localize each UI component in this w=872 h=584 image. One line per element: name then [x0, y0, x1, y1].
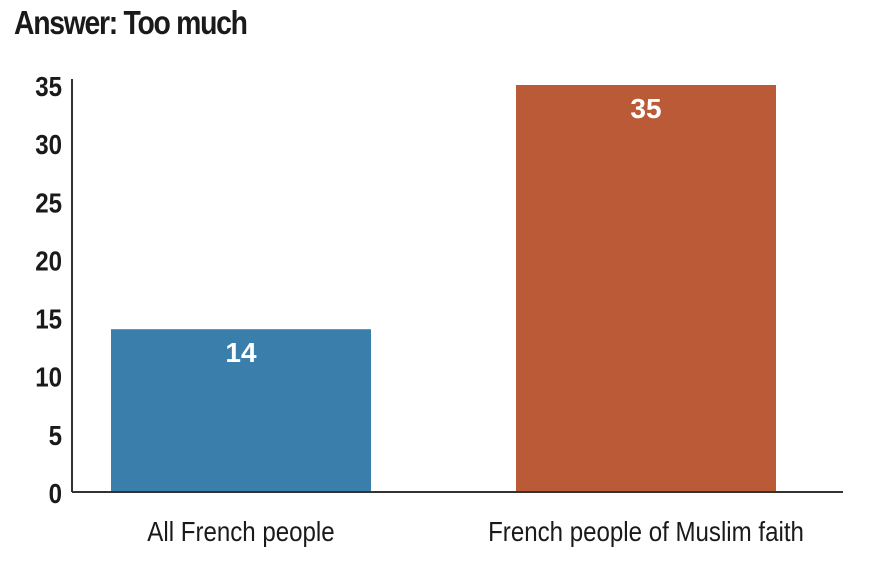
bar-1: [516, 85, 776, 492]
y-tick-label: 10: [35, 361, 62, 393]
y-tick-label: 0: [49, 477, 62, 509]
y-tick-label: 25: [35, 187, 62, 219]
data-label-0: 14: [225, 337, 257, 368]
y-tick-label: 15: [35, 303, 62, 335]
y-tick-label: 35: [35, 70, 62, 102]
chart-title: Answer: Too much: [14, 4, 248, 41]
y-tick-label: 30: [35, 128, 62, 160]
x-tick-label-1: French people of Muslim faith: [488, 515, 804, 547]
y-tick-label: 5: [49, 419, 62, 451]
y-tick-label: 20: [35, 245, 62, 277]
bar-0: [111, 329, 371, 492]
data-label-1: 35: [630, 93, 661, 124]
x-tick-label-0: All French people: [147, 515, 334, 547]
